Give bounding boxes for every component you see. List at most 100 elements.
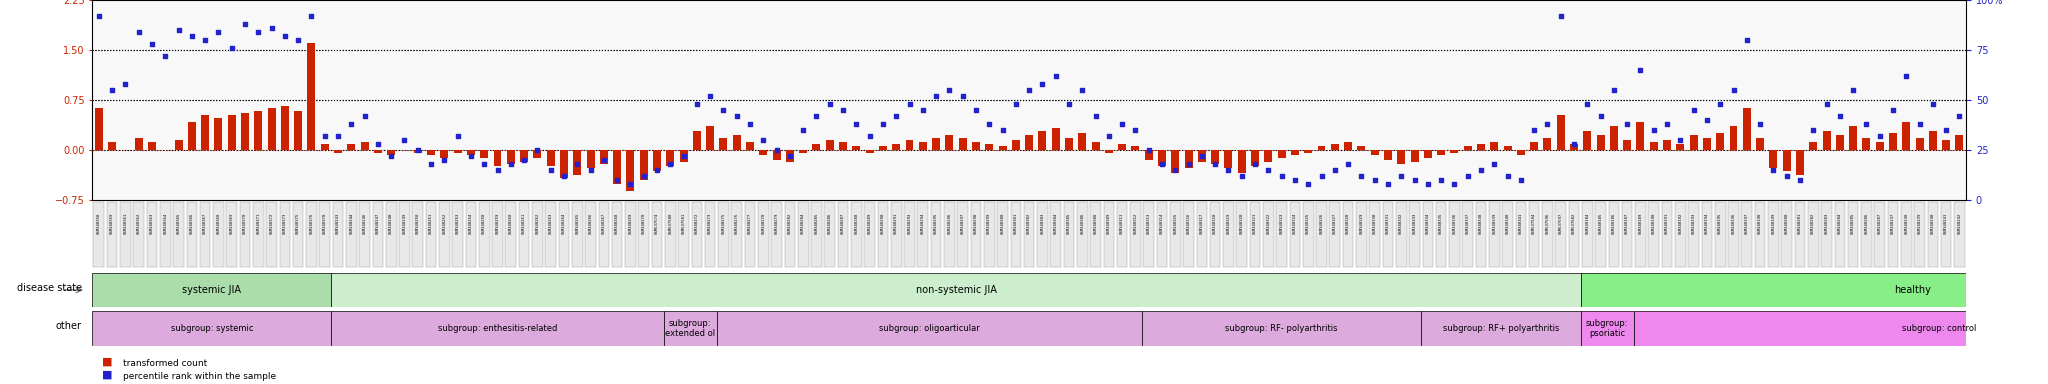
FancyBboxPatch shape: [1436, 202, 1446, 267]
Bar: [1358, 146, 1366, 150]
Point: [467, 161, 500, 167]
Bar: [1942, 140, 1950, 150]
Point: [1133, 147, 1165, 153]
Text: GSM340268: GSM340268: [614, 213, 618, 234]
Point: [109, 81, 141, 87]
Bar: [799, 150, 807, 153]
Point: [1559, 141, 1591, 147]
Bar: [440, 150, 449, 158]
Text: GSM340272: GSM340272: [694, 213, 698, 234]
Text: GSM340305: GSM340305: [1067, 213, 1071, 234]
Text: GSM340318: GSM340318: [1212, 213, 1217, 234]
FancyBboxPatch shape: [1462, 202, 1473, 267]
FancyBboxPatch shape: [1303, 202, 1313, 267]
Point: [1663, 137, 1696, 143]
Bar: [375, 150, 381, 153]
Point: [707, 107, 739, 113]
Text: GSM537602: GSM537602: [1573, 213, 1577, 234]
Point: [1491, 173, 1524, 179]
FancyBboxPatch shape: [1276, 202, 1286, 267]
Bar: [1450, 150, 1458, 153]
Text: GSM340328: GSM340328: [1346, 213, 1350, 234]
FancyBboxPatch shape: [399, 202, 410, 267]
Text: GSM340378: GSM340378: [324, 213, 328, 234]
Point: [881, 113, 913, 119]
FancyBboxPatch shape: [1608, 202, 1620, 267]
Point: [1769, 173, 1802, 179]
Text: GSM340299: GSM340299: [987, 213, 991, 234]
Bar: [332, 311, 664, 346]
Text: GSM340195: GSM340195: [1718, 213, 1722, 234]
Point: [389, 137, 422, 143]
Point: [1171, 161, 1204, 167]
Text: GSM537594: GSM537594: [1532, 213, 1536, 234]
Text: GSM340187: GSM340187: [1626, 213, 1628, 234]
Text: GSM340334: GSM340334: [1425, 213, 1430, 234]
Point: [1331, 161, 1364, 167]
Bar: [973, 142, 979, 150]
Point: [1837, 87, 1870, 93]
FancyBboxPatch shape: [903, 202, 915, 267]
Text: GSM340298: GSM340298: [975, 213, 979, 234]
FancyBboxPatch shape: [944, 202, 954, 267]
Text: GSM340249: GSM340249: [403, 213, 406, 234]
Bar: [920, 142, 928, 150]
Point: [1876, 107, 1909, 113]
Point: [283, 37, 315, 43]
FancyBboxPatch shape: [799, 202, 809, 267]
Point: [336, 121, 369, 127]
Point: [987, 127, 1020, 133]
FancyBboxPatch shape: [1143, 202, 1153, 267]
Bar: [1769, 150, 1778, 169]
Text: GSM340327: GSM340327: [1333, 213, 1337, 234]
Text: GSM340376: GSM340376: [309, 213, 313, 234]
FancyBboxPatch shape: [465, 202, 477, 267]
Text: GSM340325: GSM340325: [1307, 213, 1311, 234]
Point: [614, 180, 647, 187]
Point: [1690, 117, 1722, 123]
FancyBboxPatch shape: [772, 202, 782, 267]
Point: [268, 33, 301, 39]
Text: GSM340265: GSM340265: [575, 213, 580, 234]
Text: GSM340370: GSM340370: [244, 213, 248, 234]
Bar: [586, 150, 594, 169]
Text: GSM340321: GSM340321: [1253, 213, 1257, 234]
FancyBboxPatch shape: [1622, 202, 1632, 267]
Text: subgroup:
psoriatic: subgroup: psoriatic: [1585, 319, 1628, 338]
FancyBboxPatch shape: [1090, 202, 1102, 267]
Bar: [786, 150, 795, 162]
Point: [774, 153, 807, 159]
Point: [827, 107, 860, 113]
Point: [813, 101, 846, 107]
Point: [760, 147, 793, 153]
Text: GSM340237: GSM340237: [1890, 213, 1894, 234]
Bar: [664, 311, 717, 346]
Point: [1796, 127, 1829, 133]
FancyBboxPatch shape: [1051, 202, 1061, 267]
Text: GSM340252: GSM340252: [442, 213, 446, 234]
Bar: [428, 150, 434, 155]
Bar: [1503, 146, 1511, 150]
Point: [414, 161, 446, 167]
FancyBboxPatch shape: [1516, 202, 1526, 267]
Bar: [1583, 131, 1591, 150]
Bar: [1171, 150, 1180, 173]
FancyBboxPatch shape: [293, 202, 303, 267]
FancyBboxPatch shape: [678, 202, 688, 267]
Text: GSM340329: GSM340329: [1360, 213, 1364, 234]
Text: percentile rank within the sample: percentile rank within the sample: [123, 372, 276, 381]
Bar: [1384, 150, 1393, 160]
Bar: [332, 273, 1581, 307]
Bar: [174, 140, 182, 150]
Point: [150, 53, 182, 59]
Bar: [307, 43, 315, 150]
Text: GSM340306: GSM340306: [1079, 213, 1083, 234]
Point: [1890, 73, 1923, 79]
Point: [1452, 173, 1485, 179]
Text: GSM340301: GSM340301: [1014, 213, 1018, 234]
Text: GSM537581: GSM537581: [682, 213, 686, 234]
FancyBboxPatch shape: [160, 202, 170, 267]
FancyBboxPatch shape: [639, 202, 649, 267]
Bar: [1104, 150, 1112, 153]
Bar: [1849, 126, 1858, 150]
